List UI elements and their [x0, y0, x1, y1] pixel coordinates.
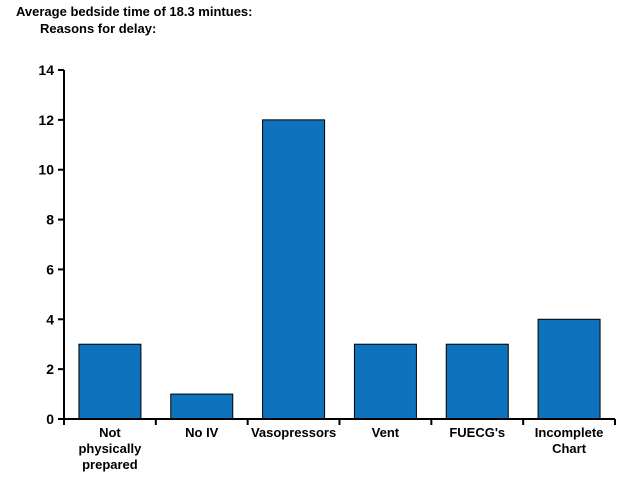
x-label-2: Vasopressors — [251, 425, 336, 440]
bar-5 — [537, 318, 601, 420]
bar-1 — [170, 393, 234, 420]
bar-2 — [262, 119, 326, 420]
x-label-0-line-2: prepared — [82, 457, 138, 472]
x-label-0-line-0: Not — [99, 425, 121, 440]
x-label-1: No IV — [185, 425, 219, 440]
x-label-2-line-0: Vasopressors — [251, 425, 336, 440]
chart-title-line-2: Reasons for delay: — [40, 21, 157, 36]
y-tick-label-7: 14 — [38, 62, 54, 78]
x-label-5: Incomplete Chart — [535, 425, 604, 456]
x-label-1-line-0: No IV — [185, 425, 219, 440]
y-tick-label-1: 2 — [46, 361, 54, 377]
y-tick-label-0: 0 — [46, 411, 54, 427]
x-label-5-line-1: Chart — [552, 441, 587, 456]
bar-3 — [353, 343, 417, 420]
y-tick-label-2: 4 — [46, 311, 54, 327]
chart-title-line-1: Average bedside time of 18.3 mintues: — [16, 4, 253, 19]
x-label-4: FUECG's — [449, 425, 505, 440]
bar-0 — [78, 343, 142, 420]
x-label-0: Not physically prepared — [78, 425, 142, 472]
y-tick-label-3: 6 — [46, 261, 54, 277]
bar-4 — [445, 343, 509, 420]
x-label-3-line-0: Vent — [372, 425, 400, 440]
y-tick-label-6: 12 — [38, 112, 54, 128]
y-tick-label-4: 8 — [46, 212, 54, 228]
x-label-4-line-0: FUECG's — [449, 425, 505, 440]
x-label-3: Vent — [372, 425, 400, 440]
x-label-0-line-1: physically — [78, 441, 142, 456]
y-tick-label-5: 10 — [38, 162, 54, 178]
x-label-5-line-0: Incomplete — [535, 425, 604, 440]
